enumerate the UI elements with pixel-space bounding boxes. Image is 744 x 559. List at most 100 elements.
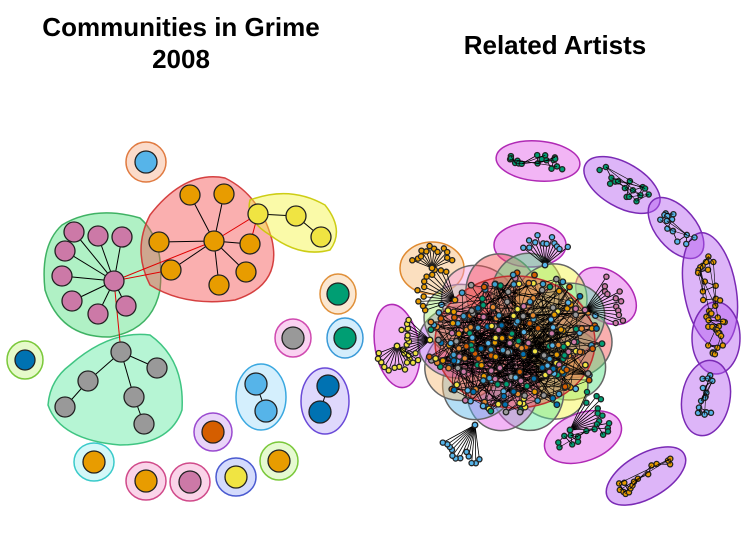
- network-edge: [584, 286, 606, 311]
- network-edge: [442, 424, 476, 443]
- network-node: [476, 456, 483, 463]
- network-node: [479, 402, 487, 410]
- network-node: [468, 346, 476, 354]
- network-node: [146, 357, 168, 379]
- network-node: [561, 383, 569, 391]
- network-node: [428, 271, 436, 279]
- network-node: [405, 316, 412, 324]
- network-node: [435, 309, 443, 317]
- network-node: [281, 326, 305, 350]
- network-node: [566, 283, 573, 291]
- network-node: [432, 355, 440, 362]
- network-node: [519, 350, 527, 358]
- network-node: [454, 364, 462, 372]
- network-node: [558, 165, 566, 173]
- network-node: [514, 305, 522, 313]
- network-node: [515, 337, 523, 345]
- network-edge: [698, 375, 711, 413]
- network-node: [179, 184, 201, 206]
- network-node: [426, 336, 434, 344]
- network-edge: [584, 293, 608, 311]
- network-node: [203, 230, 225, 252]
- network-edge: [537, 393, 560, 401]
- network-edge: [584, 297, 616, 311]
- network-node: [519, 312, 527, 320]
- network-node: [533, 151, 541, 159]
- network-node: [54, 240, 76, 262]
- network-node: [478, 295, 486, 303]
- network-node: [443, 254, 451, 262]
- network-edge: [436, 316, 499, 328]
- network-edge: [473, 281, 564, 393]
- network-edge: [436, 326, 487, 407]
- network-node: [548, 233, 556, 241]
- network-node: [699, 296, 707, 304]
- network-node: [450, 308, 458, 316]
- network-node: [559, 278, 567, 286]
- network-node: [63, 221, 85, 243]
- network-node: [708, 310, 715, 317]
- network-edge: [459, 424, 476, 459]
- network-node: [428, 264, 436, 272]
- network-node: [555, 390, 563, 398]
- network-node: [545, 368, 553, 376]
- network-node: [494, 400, 502, 408]
- network-node: [134, 150, 158, 174]
- network-node: [464, 386, 472, 394]
- network-edge: [418, 299, 456, 302]
- network-node: [596, 166, 603, 174]
- network-edge: [672, 230, 695, 238]
- network-edge: [511, 376, 590, 381]
- network-node: [111, 226, 133, 248]
- network-node: [391, 364, 398, 372]
- network-edge: [489, 328, 593, 379]
- network-node: [148, 231, 170, 253]
- network-node: [508, 330, 516, 338]
- network-node: [437, 315, 445, 322]
- network-edge: [447, 424, 476, 445]
- network-edge: [515, 162, 522, 165]
- network-node: [516, 368, 524, 376]
- network-edge: [422, 299, 456, 307]
- network-node: [531, 239, 539, 246]
- network-node: [479, 301, 487, 309]
- network-node: [488, 322, 496, 330]
- network-node: [489, 303, 497, 311]
- network-edge: [623, 488, 631, 493]
- network-node: [224, 465, 248, 489]
- network-node: [534, 397, 542, 405]
- network-edge: [449, 424, 476, 448]
- network-node: [557, 326, 565, 334]
- network-node: [110, 341, 132, 363]
- network-node: [404, 332, 411, 339]
- network-edge: [697, 272, 704, 292]
- network-edge: [618, 458, 671, 484]
- network-edge: [508, 291, 576, 309]
- network-node: [480, 283, 488, 291]
- network-node: [461, 396, 469, 404]
- network-node: [415, 298, 422, 305]
- network-edge: [431, 251, 448, 269]
- network-edge: [584, 309, 616, 324]
- network-node: [616, 288, 623, 295]
- network-node: [450, 314, 458, 321]
- network-edge: [584, 300, 622, 311]
- network-node: [213, 183, 235, 205]
- network-node: [178, 470, 202, 494]
- network-node: [674, 238, 681, 245]
- network-node: [115, 295, 137, 317]
- network-edge: [700, 267, 710, 312]
- network-edge: [492, 284, 496, 308]
- network-node: [423, 273, 430, 280]
- network-node: [208, 274, 230, 296]
- network-node: [285, 205, 307, 227]
- network-node: [549, 304, 557, 312]
- network-node: [520, 302, 528, 310]
- network-node: [534, 231, 541, 239]
- network-edge: [537, 235, 546, 266]
- network-node: [467, 323, 475, 331]
- network-node: [485, 374, 493, 382]
- network-node: [531, 347, 539, 355]
- left-title-line1: Communities in Grime: [42, 12, 320, 42]
- network-node: [555, 439, 562, 446]
